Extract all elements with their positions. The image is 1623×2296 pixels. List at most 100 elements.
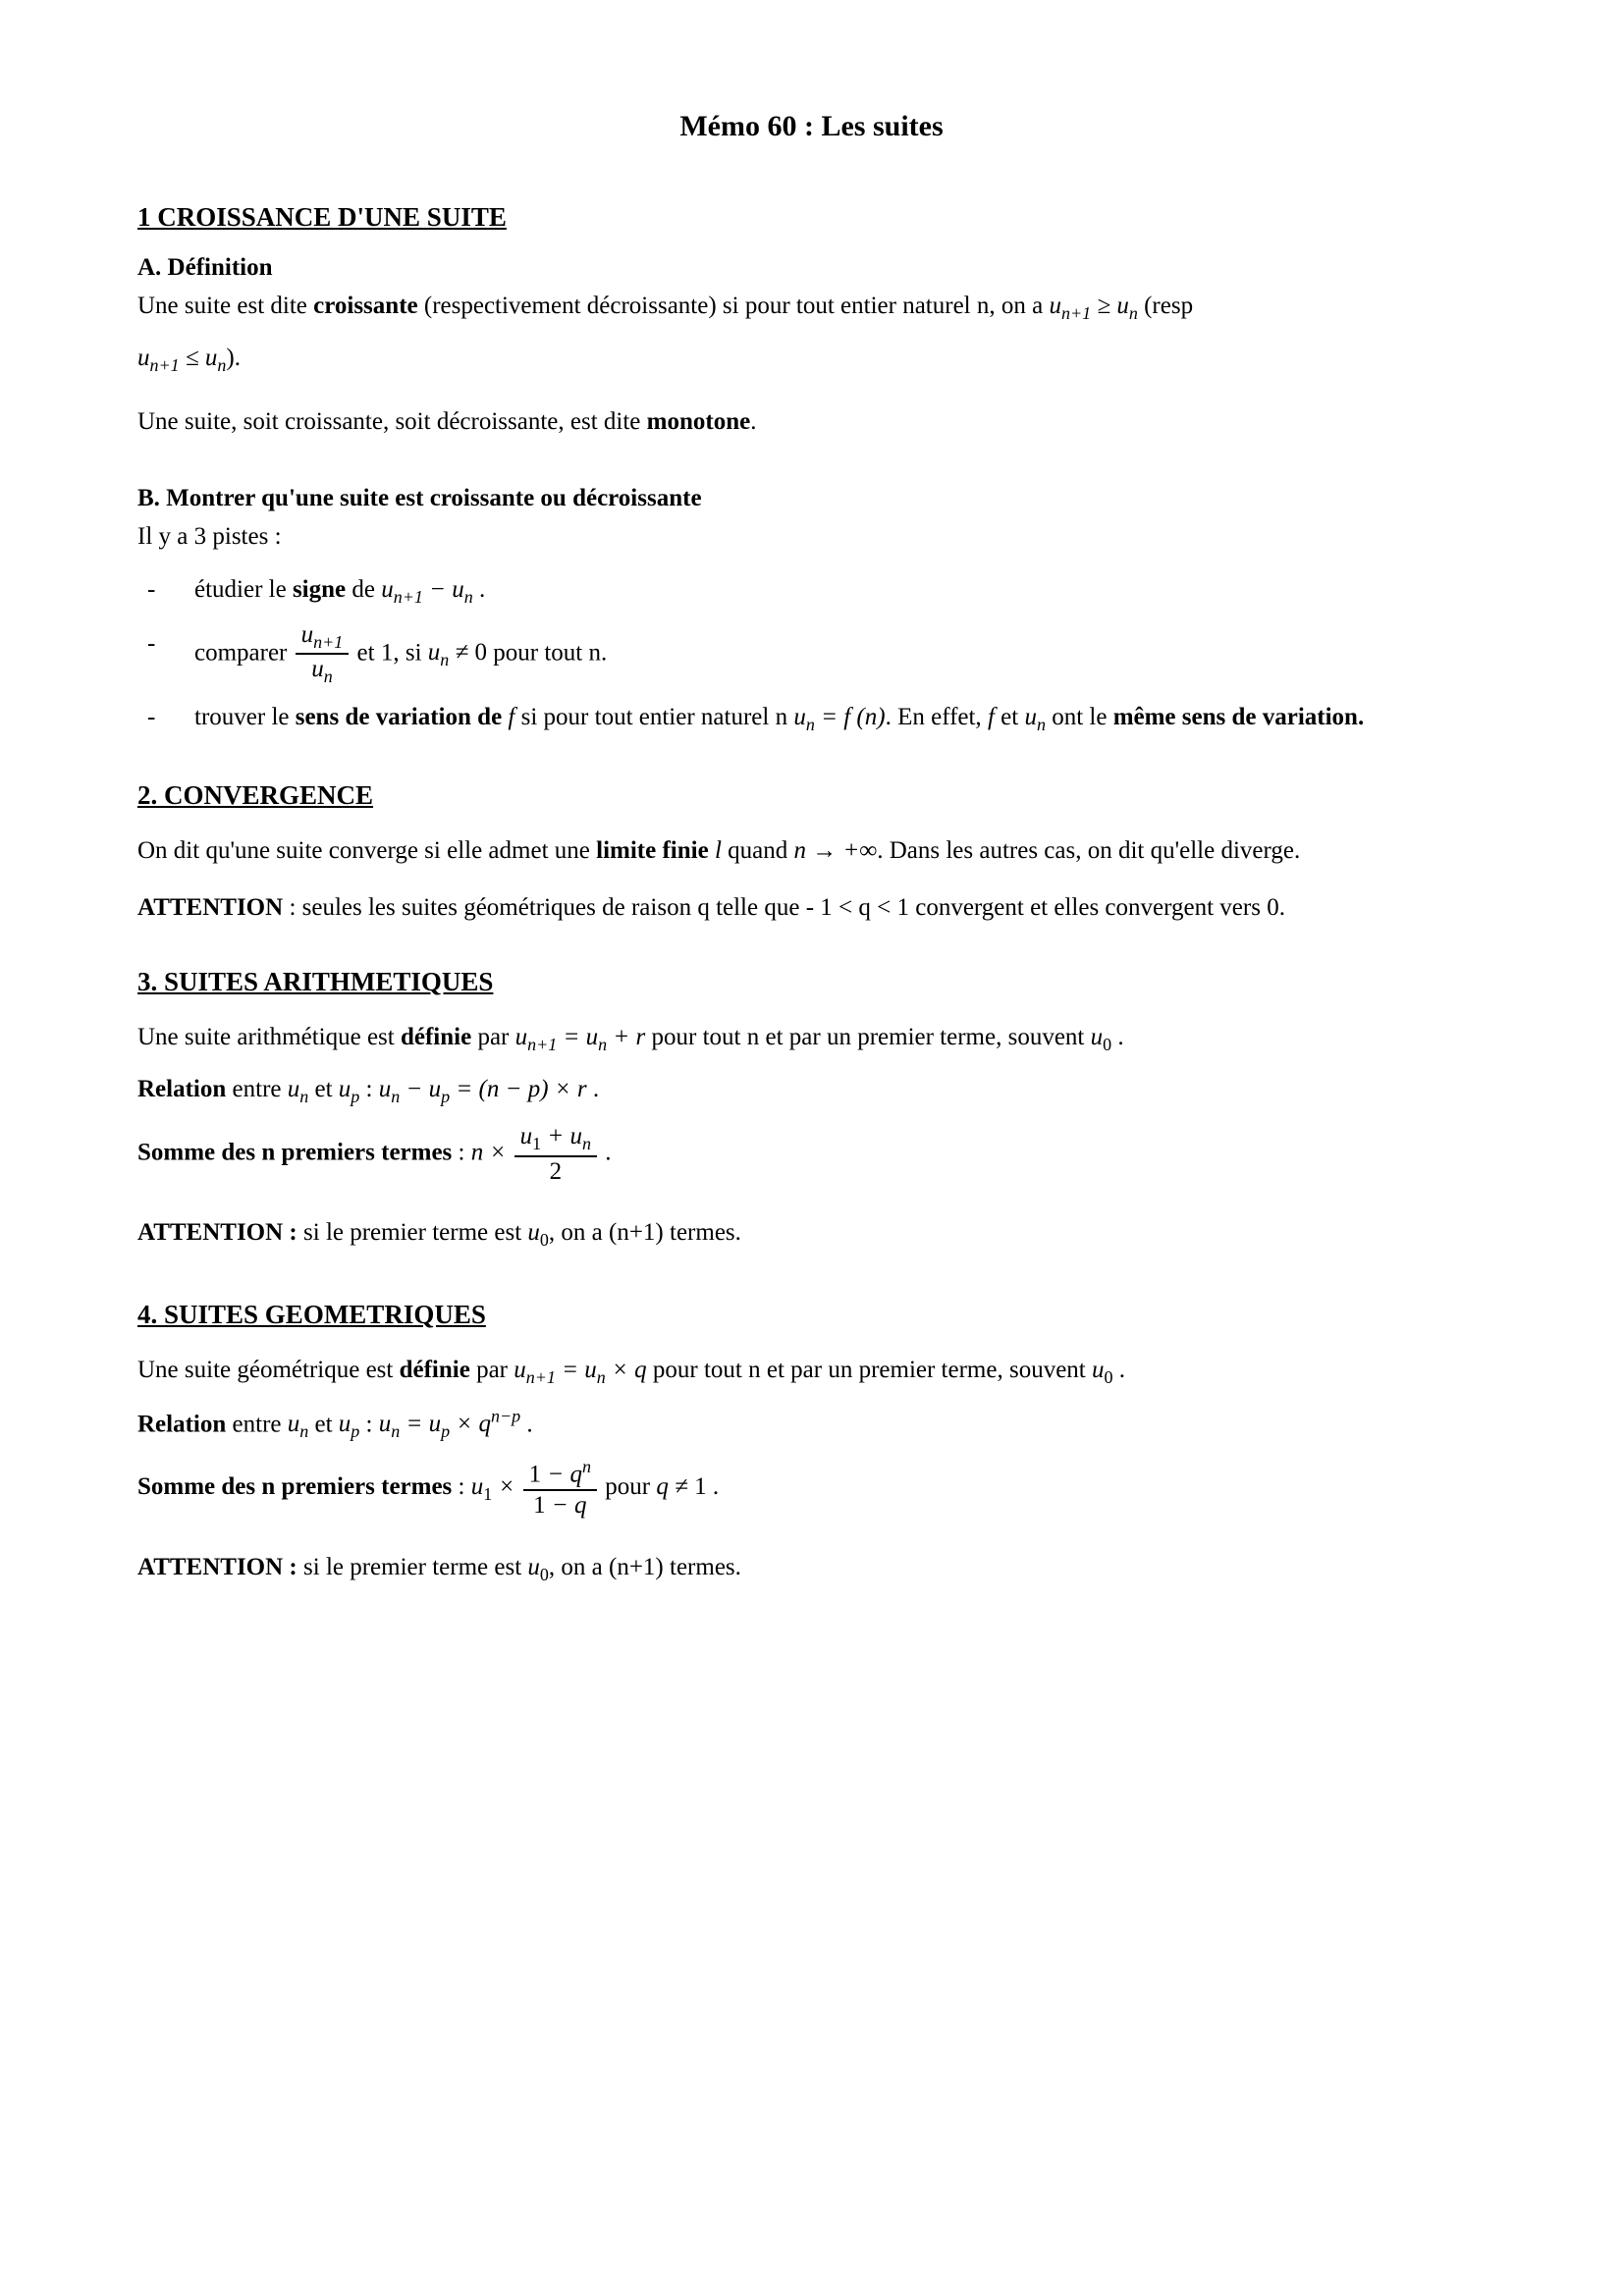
text: . [1113, 1357, 1126, 1383]
var: n [794, 837, 807, 864]
var: u [379, 1076, 392, 1102]
var: u [527, 1554, 540, 1580]
superscript: n [582, 1457, 591, 1476]
text: . [599, 1139, 612, 1165]
var: r [577, 1076, 587, 1102]
subscript: p [351, 1087, 359, 1106]
var: u [570, 1123, 583, 1149]
math-expr: u0 [1091, 1024, 1112, 1050]
operator: ≠ [669, 1473, 694, 1500]
text-bold: ATTENTION [137, 894, 283, 921]
subscript: 0 [540, 1230, 549, 1250]
subscript: n [806, 715, 815, 734]
math-expr: up [339, 1411, 360, 1437]
var: n [471, 1139, 484, 1165]
text: : [359, 1411, 378, 1437]
var: u [514, 1357, 526, 1383]
subscript: n [440, 650, 449, 669]
section-2-para-1: On dit qu'une suite converge si elle adm… [137, 832, 1486, 871]
text-bold: Somme des n premiers termes [137, 1139, 452, 1165]
text: quand [728, 837, 793, 864]
var: u [1049, 293, 1061, 319]
subscript: p [351, 1421, 359, 1441]
superscript: n−p [491, 1407, 520, 1426]
section-1b-list: étudier le signe de un+1 − un . comparer… [137, 567, 1486, 740]
var: u [428, 639, 441, 666]
math-expr: n × [471, 1139, 513, 1165]
var: f (n) [843, 704, 885, 730]
var: u [1024, 704, 1037, 730]
operator: = [556, 1357, 584, 1383]
text: ont le [1046, 704, 1113, 730]
math-expr: un − up = (n − p) × r [379, 1076, 587, 1102]
text: si pour tout entier naturel n [521, 704, 794, 730]
text: : [452, 1473, 470, 1500]
math-expr: u1 × [471, 1473, 521, 1500]
subscript: n+1 [526, 1367, 556, 1387]
text: pour tout n. [487, 639, 607, 666]
text: de [346, 576, 381, 603]
operator: × [450, 1411, 478, 1437]
math-expr: un = up × qn−p [379, 1411, 520, 1437]
math-expr: un+1 − un [381, 576, 473, 603]
math-expr: un+1 = un × q [514, 1357, 646, 1383]
text-bold: sens de variation de [296, 704, 509, 730]
var: u [288, 1076, 300, 1102]
section-2-heading: 2. CONVERGENCE [137, 780, 1486, 811]
subscript: n [1129, 303, 1138, 323]
section-3-para-4: ATTENTION : si le premier terme est u0, … [137, 1214, 1486, 1255]
operator: − [546, 1492, 574, 1519]
text-bold: définie [401, 1024, 471, 1050]
section-2-para-2: ATTENTION : seules les suites géométriqu… [137, 889, 1486, 928]
var: u [1091, 1024, 1104, 1050]
fraction-num: u1 + un [514, 1123, 597, 1157]
math-expr: u0 [527, 1219, 549, 1246]
section-3-heading: 3. SUITES ARITHMETIQUES [137, 967, 1486, 997]
text: . [473, 576, 486, 603]
operator: × [492, 1473, 520, 1500]
text: , on a (n+1) termes. [549, 1554, 741, 1580]
subscript: n+1 [313, 632, 343, 652]
text: entre [226, 1076, 287, 1102]
text: Une suite est dite [137, 293, 313, 319]
math-expr: un [288, 1411, 309, 1437]
var: f [508, 704, 514, 730]
subscript: n [324, 667, 333, 686]
section-1a-para-1b: un+1 ≤ un). [137, 340, 1486, 380]
text: pour [605, 1473, 656, 1500]
text: si le premier terme est [298, 1219, 528, 1246]
var: u [205, 345, 218, 371]
operator: = [815, 704, 843, 730]
var: q [570, 1462, 583, 1488]
operator: × [606, 1357, 634, 1383]
subscript: p [441, 1421, 450, 1441]
text: et [1001, 704, 1024, 730]
math-expr: un [288, 1076, 309, 1102]
num: 1 [694, 1473, 707, 1500]
subscript: n [299, 1087, 308, 1106]
math-expr: up [339, 1076, 360, 1102]
var: q [479, 1411, 492, 1437]
subscript: n [1037, 715, 1046, 734]
text-bold: signe [293, 576, 346, 603]
text-bold: Relation [137, 1076, 226, 1102]
var: u [301, 621, 314, 648]
list-item: trouver le sens de variation de f si pou… [137, 695, 1486, 740]
text: Une suite géométrique est [137, 1357, 400, 1383]
text: , on a (n+1) termes. [549, 1219, 741, 1246]
var: u [527, 1219, 540, 1246]
text: et 1, si [357, 639, 428, 666]
subscript: 0 [1103, 1035, 1111, 1054]
math-fraction: 1 − qn 1 − q [523, 1458, 597, 1519]
fraction-den: 1 − q [523, 1491, 597, 1520]
subscript: n+1 [1061, 303, 1091, 323]
text-bold: Relation [137, 1411, 226, 1437]
subscript: n+1 [527, 1035, 557, 1054]
var: u [793, 704, 806, 730]
var: u [137, 345, 150, 371]
math-expr: un [1024, 704, 1046, 730]
var: u [520, 1123, 533, 1149]
var: u [381, 576, 394, 603]
text: . [707, 1473, 720, 1500]
operator: × [483, 1139, 512, 1165]
